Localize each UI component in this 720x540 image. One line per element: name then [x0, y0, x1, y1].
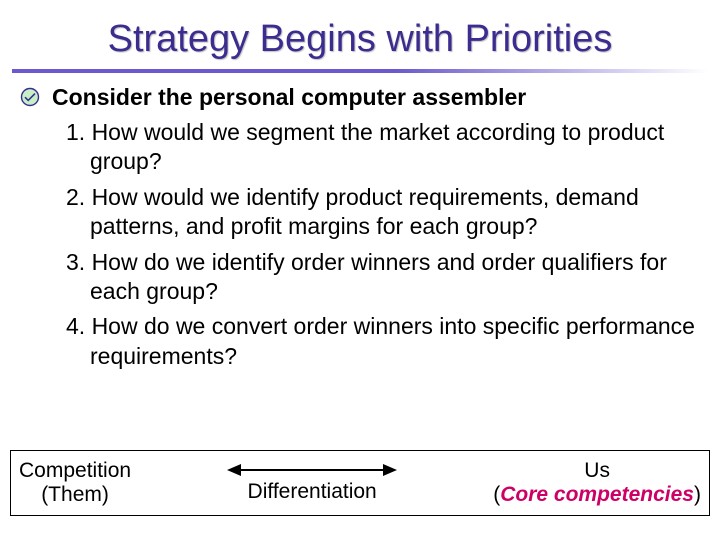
numbered-list: 1. How would we segment the market accor… [20, 118, 696, 372]
diagram-left: Competition (Them) [19, 459, 131, 507]
lead-row: Consider the personal computer assembler [20, 83, 696, 112]
diagram-right-bottom: (Core competencies) [493, 483, 701, 507]
diagram-right: Us (Core competencies) [493, 459, 701, 507]
lead-text: Consider the personal computer assembler [52, 83, 526, 112]
diagram-left-bottom: (Them) [41, 483, 109, 507]
paren-close: ) [694, 483, 701, 506]
core-competencies-label: Core competencies [500, 483, 694, 506]
footer-diagram: Competition (Them) Differentiation Us (C… [10, 450, 710, 516]
title-underline [12, 69, 708, 73]
list-item: 4. How do we convert order winners into … [66, 312, 696, 371]
double-arrow-icon [227, 462, 397, 478]
list-item: 2. How would we identify product require… [66, 183, 696, 242]
diagram-center-label: Differentiation [248, 480, 377, 504]
diagram-left-top: Competition [19, 459, 131, 483]
bullet-icon [20, 87, 40, 107]
list-item: 1. How would we segment the market accor… [66, 118, 696, 177]
diagram-right-top: Us [584, 459, 610, 483]
list-item: 3. How do we identify order winners and … [66, 248, 696, 307]
slide-title: Strategy Begins with Priorities [0, 0, 720, 69]
content-area: Consider the personal computer assembler… [0, 83, 720, 371]
diagram-center: Differentiation [131, 462, 493, 504]
